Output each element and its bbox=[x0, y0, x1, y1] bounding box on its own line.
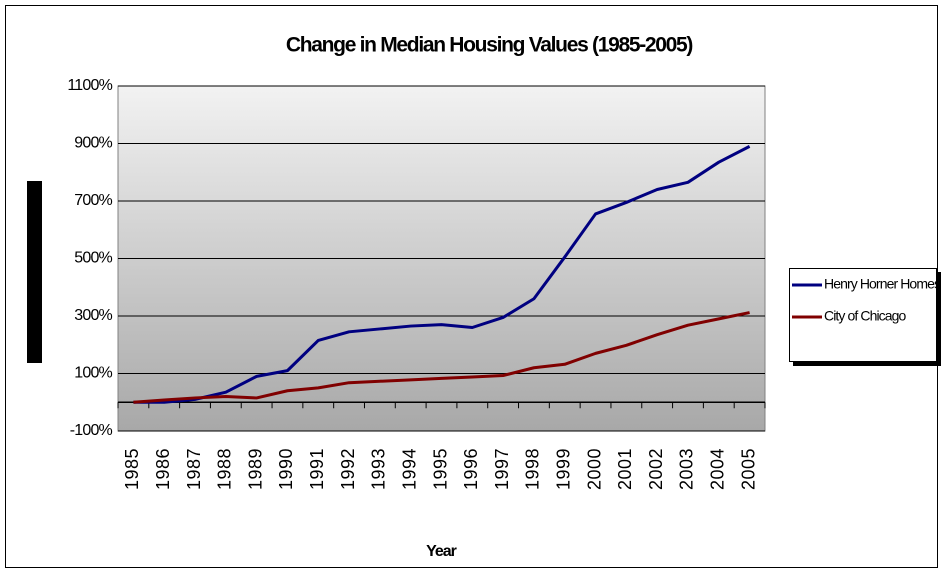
line-series bbox=[133, 145, 751, 404]
x-tick-label: 1999 bbox=[553, 448, 573, 490]
x-tick-label: 1986 bbox=[153, 448, 173, 490]
x-tick-label: 2003 bbox=[677, 448, 697, 490]
y-tick-label: -100% bbox=[70, 422, 113, 439]
y-tick-label: 900% bbox=[74, 135, 112, 152]
y-tick-label: 700% bbox=[74, 192, 112, 209]
legend-label: Henry Horner Homes bbox=[824, 276, 941, 292]
legend-label: City of Chicago bbox=[824, 308, 907, 324]
x-tick-label: 2005 bbox=[738, 448, 758, 490]
x-tick-label: 2000 bbox=[584, 448, 604, 490]
chart-title: Change in Median Housing Values (1985-20… bbox=[286, 34, 693, 57]
y-tick-label: 1100% bbox=[67, 77, 112, 94]
x-tick-label: 2001 bbox=[615, 448, 635, 490]
x-tick-label: 1994 bbox=[399, 448, 419, 490]
x-tick-label: 1995 bbox=[430, 448, 450, 490]
x-tick-label: 2004 bbox=[708, 448, 728, 490]
x-tick-label: 1996 bbox=[461, 448, 481, 490]
x-tick-label: 1988 bbox=[215, 448, 235, 490]
x-tick-label: 1989 bbox=[245, 448, 265, 490]
x-tick-label: 1990 bbox=[276, 448, 296, 490]
line-series bbox=[133, 311, 750, 404]
y-axis-label-box bbox=[27, 181, 42, 363]
x-tick-label: 2002 bbox=[646, 448, 666, 490]
x-tick-label: 1991 bbox=[307, 448, 327, 490]
x-tick-label: 1992 bbox=[338, 448, 358, 490]
y-tick-label: 100% bbox=[74, 365, 112, 382]
x-tick-label: 1985 bbox=[122, 448, 142, 490]
y-tick-label: 300% bbox=[74, 307, 112, 324]
x-tick-label: 1998 bbox=[523, 448, 543, 490]
x-tick-label: 1993 bbox=[369, 448, 389, 490]
x-tick-label: 1987 bbox=[184, 448, 204, 490]
x-axis-label: Year bbox=[426, 543, 457, 560]
x-tick-label: 1997 bbox=[492, 448, 512, 490]
y-tick-label: 500% bbox=[74, 250, 112, 267]
